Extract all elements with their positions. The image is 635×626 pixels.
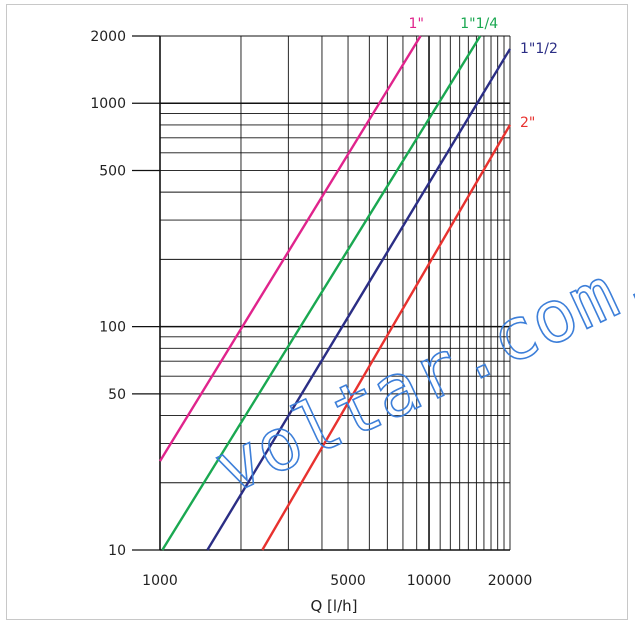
series-line-2: [206, 48, 512, 551]
series-line-3: [261, 124, 512, 551]
y-tick-label: 2000: [90, 29, 126, 45]
y-tick-labels: 10 50 100 500 1000 2000: [90, 29, 126, 559]
x-tick-label: 5000: [330, 573, 366, 589]
y-tick-label: 100: [99, 320, 126, 336]
x-tick-label: 10000: [407, 573, 452, 589]
series-label-2: 1"1/2: [520, 41, 558, 57]
x-tick-labels: 1000 5000 10000 20000: [142, 573, 532, 589]
watermark: voltar.com.: [202, 233, 635, 511]
series-lines: [158, 35, 512, 551]
y-tick-label: 10: [108, 543, 126, 559]
x-tick-label: 20000: [488, 573, 533, 589]
chart-frame: [6, 4, 628, 620]
x-axis-label: Q [l/h]: [310, 597, 357, 615]
y-tick-label: 500: [99, 163, 126, 179]
y-tick-label: 50: [108, 387, 126, 403]
series-label-0: 1": [409, 16, 424, 32]
series-label-3: 2": [520, 115, 535, 131]
x-tick-label: 1000: [142, 573, 178, 589]
series-line-1: [161, 35, 482, 551]
grid-lines: [132, 35, 511, 551]
series-labels: 1" 1"1/4 1"1/2 2": [409, 16, 558, 131]
series-line-0: [158, 35, 422, 462]
y-tick-label: 1000: [90, 96, 126, 112]
series-label-1: 1"1/4: [460, 16, 498, 32]
